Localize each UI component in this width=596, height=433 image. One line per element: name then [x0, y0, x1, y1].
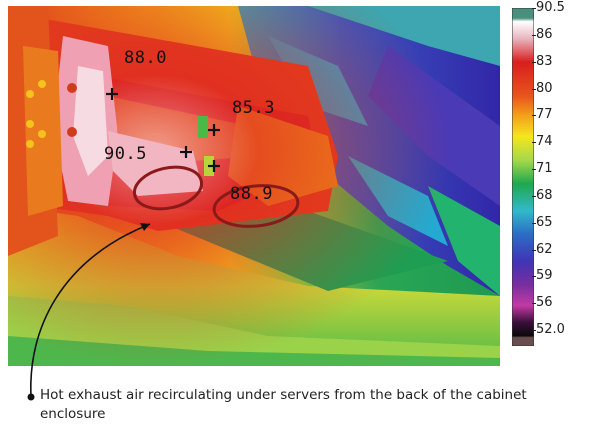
colorbar-tick-label: 90.5: [532, 0, 565, 15]
colorbar-tick-label: 71: [532, 161, 553, 176]
colorbar-tick-label: 65: [532, 214, 553, 230]
temperature-colorbar: [512, 8, 534, 346]
temp-marker-4: 88.9: [230, 184, 273, 204]
colorbar-tick-label: 52.0: [532, 322, 565, 337]
temp-marker-3: 90.5: [104, 144, 147, 164]
colorbar-tick-label: 83: [532, 53, 553, 69]
crosshair-markers: [106, 88, 220, 172]
colorbar-tick-label: 77: [532, 107, 553, 123]
colorbar-tick-label: 80: [532, 80, 553, 96]
colorbar-tick-label: 74: [532, 134, 553, 150]
colorbar-tick-label: 68: [532, 187, 553, 203]
colorbar-tick-label: 56: [532, 295, 553, 311]
colorbar-tick-label: 86: [532, 26, 553, 42]
temp-marker-2: 85.3: [232, 98, 275, 118]
temp-marker-1: 88.0: [124, 48, 167, 68]
thermal-image: 88.0 85.3 90.5 88.9: [8, 6, 500, 366]
callout-dot-icon: [27, 393, 35, 401]
image-caption: Hot exhaust air recirculating under serv…: [40, 387, 527, 422]
colorbar-tick-label: 62: [532, 241, 553, 257]
colorbar-tick-label: 59: [532, 268, 553, 284]
